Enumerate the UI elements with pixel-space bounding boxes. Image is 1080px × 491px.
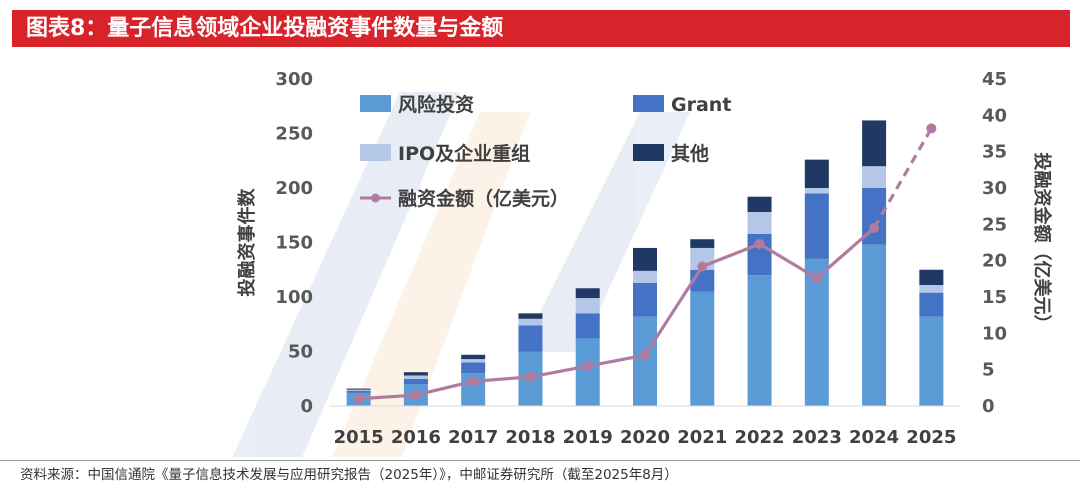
x-tick-label: 2022 [734, 427, 784, 448]
bar-segment [862, 166, 887, 188]
amount-point [410, 390, 421, 401]
y-tick-label: 200 [275, 178, 313, 199]
legend-label: Grant [671, 94, 731, 116]
bar-segment [633, 247, 657, 271]
bar-segment [747, 196, 772, 212]
y2-tick-label: 15 [982, 287, 1007, 308]
x-tick-label: 2017 [448, 427, 498, 448]
legend-label: IPO及企业重组 [398, 142, 530, 165]
bar-segment [690, 291, 715, 406]
bar-segment [346, 389, 371, 391]
y2-tick-label: 45 [982, 69, 1007, 90]
legend-label: 风险投资 [398, 93, 474, 116]
legend-label: 融资金额（亿美元） [398, 187, 569, 210]
x-tick-label: 2016 [391, 427, 441, 448]
y-axis-title: 投融资事件数 [236, 188, 258, 297]
y-tick-label: 150 [275, 233, 313, 254]
x-tick-label: 2015 [334, 427, 384, 448]
bar-segment [919, 285, 944, 293]
amount-point [582, 361, 593, 372]
bar-segment [804, 159, 829, 188]
bar-segment [804, 258, 829, 406]
bar-segment [403, 372, 428, 376]
watermark [232, 92, 690, 457]
y2-tick-label: 20 [982, 251, 1007, 272]
bar-segment [633, 316, 657, 406]
bar-segment [346, 388, 371, 390]
amount-line-dashed [872, 127, 933, 229]
x-tick-label: 2019 [563, 427, 613, 448]
legend-line-marker [371, 193, 380, 203]
legend-label: 其他 [671, 142, 709, 165]
amount-point [926, 123, 937, 134]
bar-segment [403, 375, 428, 379]
y2-tick-label: 30 [982, 178, 1007, 199]
bar-segment [747, 275, 772, 406]
chart-title: 图表8：量子信息领域企业投融资事件数量与金额 [26, 16, 504, 41]
x-tick-label: 2021 [677, 427, 727, 448]
bar-segment [461, 354, 486, 360]
bar-segment [862, 244, 887, 406]
bar-segment [690, 239, 715, 248]
bar-segment [461, 359, 486, 363]
amount-point [754, 238, 765, 249]
source-text: 资料来源：中国信通院《量子信息技术发展与应用研究报告（2025年）》，中邮证券研… [20, 467, 678, 483]
bar-segment [633, 270, 657, 283]
y-tick-label: 300 [275, 69, 313, 90]
legend-swatch [360, 95, 391, 112]
bar-segment [633, 282, 657, 317]
x-tick-label: 2024 [849, 427, 899, 448]
y-tick-label: 50 [288, 342, 313, 363]
bar-segment [518, 313, 543, 319]
y2-tick-label: 25 [982, 214, 1007, 235]
bar-segment [919, 292, 944, 317]
y2-axis-title: 投融资金额（亿美元） [1031, 153, 1053, 333]
legend-swatch [633, 95, 664, 112]
bar-segment [518, 325, 543, 352]
y-tick-label: 250 [275, 124, 313, 145]
bar-segment [575, 288, 600, 299]
legend-swatch [360, 144, 391, 161]
y2-tick-label: 40 [982, 105, 1007, 126]
amount-point [525, 371, 536, 382]
amount-point [468, 376, 479, 387]
y2-tick-label: 10 [982, 323, 1007, 344]
bar-segment [575, 338, 600, 406]
amount-line-solid [358, 226, 876, 401]
investment-chart: 0501001502002503000510152025303540452015… [232, 69, 1053, 457]
x-tick-label: 2023 [792, 427, 842, 448]
y-tick-label: 0 [300, 396, 313, 417]
bar-segment [804, 193, 829, 259]
x-tick-label: 2020 [620, 427, 670, 448]
y2-tick-label: 35 [982, 142, 1007, 163]
amount-point [697, 261, 708, 272]
chart-area: 0 50 100 150 200 250 300 0 5 10 15 20 25 30 35 40 45 2015… [0, 52, 1080, 457]
bar-segment [804, 188, 829, 194]
bar-segment [919, 269, 944, 286]
amount-point [811, 273, 822, 284]
bar-segment [919, 316, 944, 406]
x-tick-label: 2018 [505, 427, 555, 448]
amount-point [640, 350, 650, 361]
y2-tick-label: 5 [982, 360, 995, 381]
bar-segment [403, 378, 428, 385]
bar-segment [575, 298, 600, 314]
amount-point [353, 393, 364, 404]
bar-segment [346, 390, 371, 393]
bar-segment [461, 362, 486, 374]
bar-segment [862, 120, 887, 167]
y-tick-label: 100 [275, 287, 313, 308]
y2-tick-label: 0 [982, 396, 995, 417]
bar-segment [518, 318, 543, 326]
x-tick-label: 2025 [906, 427, 956, 448]
amount-point [869, 222, 880, 233]
bar-segment [575, 313, 600, 339]
source-note: 资料来源：中国信通院《量子信息技术发展与应用研究报告（2025年）》，中邮证券研… [0, 460, 1080, 491]
bar-segment [747, 211, 772, 234]
chart-title-banner: 图表8：量子信息领域企业投融资事件数量与金额 [12, 10, 1070, 47]
legend-swatch [633, 144, 664, 161]
